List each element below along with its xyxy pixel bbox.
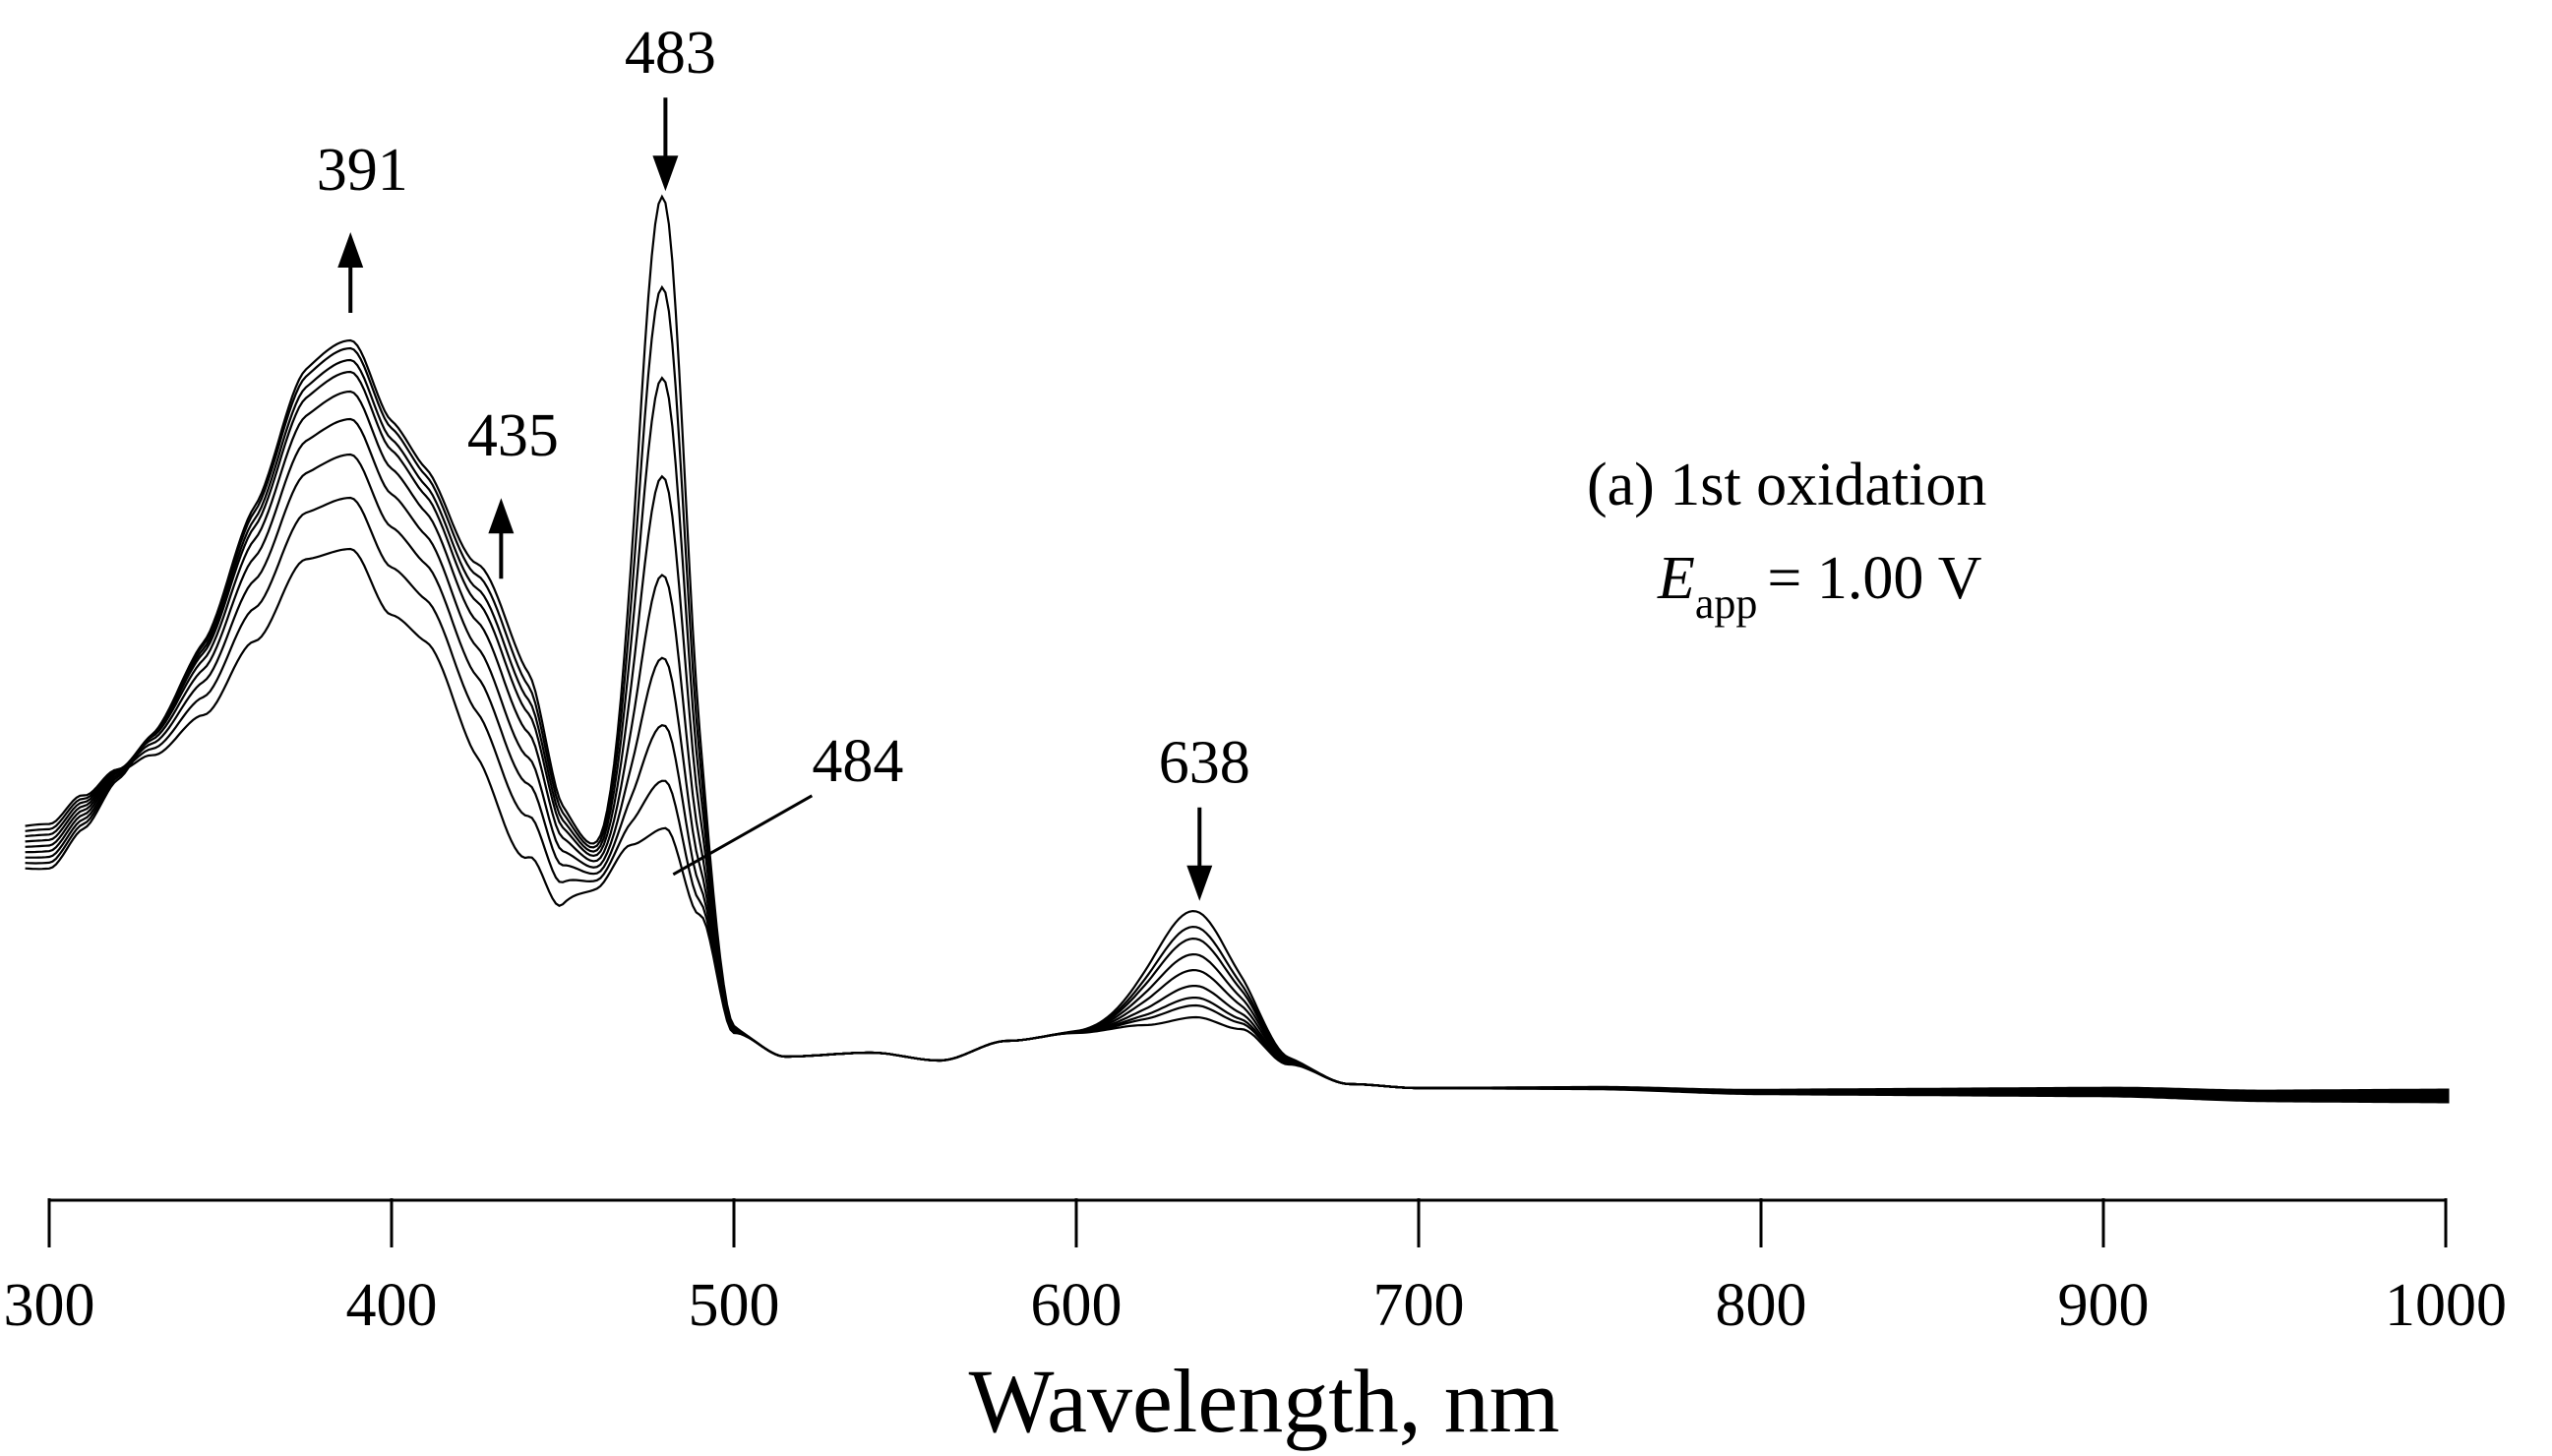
arrow-435-head <box>488 498 515 534</box>
arrow-638-head <box>1186 865 1213 901</box>
legend-line-2: Eapp = 1.00 V <box>1657 545 1982 628</box>
x-tick-label-1000: 1000 <box>2385 1272 2507 1339</box>
peak-label-638: 638 <box>1159 730 1250 797</box>
peak-annotations: 391 435 483 484 638 <box>317 20 1250 901</box>
peak-label-484: 484 <box>812 728 903 795</box>
legend-e-subscript: app <box>1695 579 1758 628</box>
x-tick-label-500: 500 <box>689 1272 780 1339</box>
series-line-t0 <box>25 547 2450 1104</box>
x-tick-label-300: 300 <box>4 1272 95 1339</box>
peak-label-435: 435 <box>467 402 559 469</box>
x-axis: 300 400 500 600 700 800 900 1000 <box>4 1198 2507 1339</box>
leader-line-484 <box>672 794 814 877</box>
series-line-t8 <box>25 194 2450 1092</box>
legend-line-1: (a) 1st oxidation <box>1587 452 1986 518</box>
legend: (a) 1st oxidation Eapp = 1.00 V <box>1587 452 1986 628</box>
x-axis-title: Wavelength, nm <box>969 1351 1560 1451</box>
x-tick-label-600: 600 <box>1031 1272 1123 1339</box>
peak-label-391: 391 <box>317 137 408 204</box>
legend-e-symbol: E <box>1657 545 1695 612</box>
arrow-483-head <box>652 155 679 192</box>
x-tick-label-400: 400 <box>346 1272 438 1339</box>
arrow-391-head <box>337 231 364 268</box>
legend-e-value: = 1.00 V <box>1767 545 1981 612</box>
x-tick-label-800: 800 <box>1716 1272 1807 1339</box>
peak-label-483: 483 <box>625 20 716 87</box>
x-tick-label-900: 900 <box>2058 1272 2150 1339</box>
x-tick-label-700: 700 <box>1373 1272 1465 1339</box>
spectra-series-group <box>25 194 2450 1104</box>
